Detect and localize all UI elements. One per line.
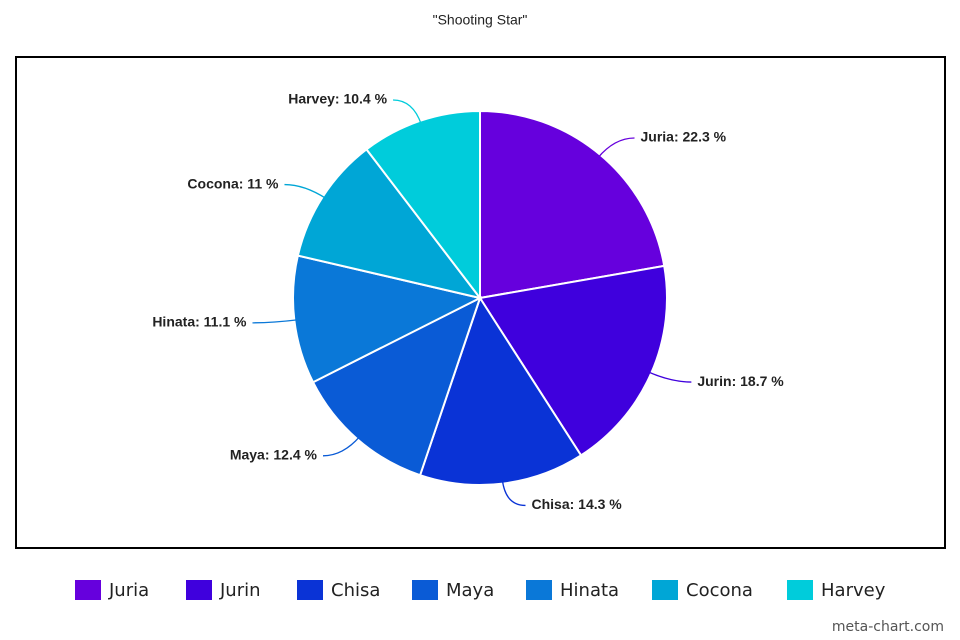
- legend-swatch: [75, 580, 101, 600]
- data-label: Hinata: 11.1 %: [152, 314, 247, 330]
- legend-label: Hinata: [560, 580, 619, 601]
- legend-swatch: [297, 580, 323, 600]
- legend-swatch: [412, 580, 438, 600]
- legend-label: Jurin: [219, 580, 261, 601]
- chart-title: "Shooting Star": [433, 12, 528, 28]
- legend-label: Maya: [446, 580, 494, 601]
- leader-line: [393, 99, 422, 125]
- watermark: meta-chart.com: [832, 619, 944, 635]
- leader-line: [252, 319, 299, 324]
- legend-swatch: [652, 580, 678, 600]
- plot-frame: [15, 56, 946, 549]
- legend-label: Cocona: [686, 580, 753, 601]
- data-label: Maya: 12.4 %: [230, 447, 318, 463]
- leader-line: [322, 435, 361, 457]
- leader-line: [597, 137, 635, 159]
- legend-label: Harvey: [821, 580, 886, 601]
- leader-line: [284, 183, 327, 200]
- leader-line: [647, 370, 692, 383]
- data-label: Jurin: 18.7 %: [697, 373, 784, 389]
- legend-swatch: [186, 580, 212, 600]
- data-label: Juria: 22.3 %: [641, 129, 727, 145]
- data-label: Chisa: 14.3 %: [531, 496, 622, 512]
- legend-swatch: [526, 580, 552, 600]
- legend-label: Juria: [108, 580, 149, 601]
- legend-swatch: [787, 580, 813, 600]
- leader-line: [501, 479, 526, 507]
- legend-label: Chisa: [331, 580, 380, 601]
- data-label: Harvey: 10.4 %: [288, 91, 387, 107]
- data-label: Cocona: 11 %: [187, 175, 279, 191]
